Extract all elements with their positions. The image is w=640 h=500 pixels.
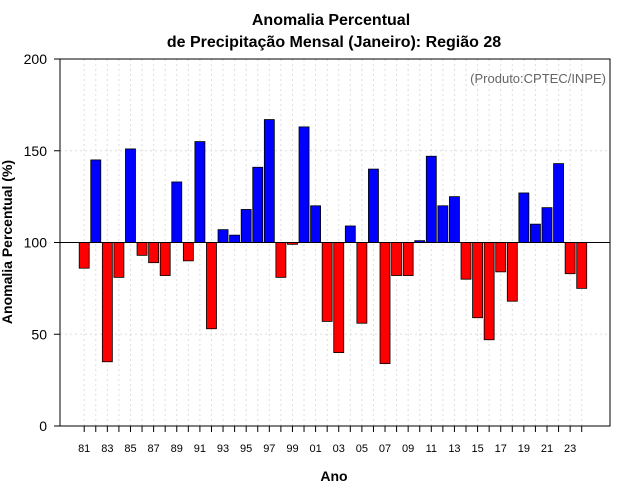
x-tick-label: 85 — [124, 443, 136, 455]
product-annotation: (Produto:CPTEC/INPE) — [470, 71, 606, 86]
bar-23 — [564, 242, 576, 275]
bar-00 — [298, 126, 310, 243]
bar-06 — [368, 168, 379, 243]
x-tick-label: 19 — [518, 443, 530, 455]
bar-09 — [402, 242, 414, 276]
bar-91 — [194, 141, 206, 243]
bar-11 — [425, 155, 437, 243]
x-tick-label: 21 — [541, 443, 553, 455]
x-tick-label: 89 — [171, 443, 183, 455]
bar-13 — [449, 196, 460, 243]
bar-83 — [101, 242, 113, 363]
bar-81 — [78, 242, 90, 269]
bar-07 — [379, 242, 391, 365]
bar-05 — [356, 242, 368, 324]
chart-title-line2: de Precipitação Mensal (Janeiro): Região… — [167, 34, 501, 51]
bar-24 — [576, 242, 588, 289]
bar-16 — [483, 242, 495, 341]
x-tick-label: 23 — [564, 443, 576, 455]
bar-97 — [263, 119, 275, 243]
bar-08 — [391, 242, 402, 276]
x-axis-title: Ano — [320, 468, 347, 484]
x-tick-label: 05 — [356, 443, 368, 455]
bar-95 — [240, 209, 252, 243]
x-tick-label: 13 — [448, 443, 460, 455]
x-tick-label: 01 — [309, 443, 321, 455]
bar-82 — [90, 159, 102, 243]
bar-86 — [136, 242, 148, 256]
y-tick-label: 150 — [24, 143, 48, 159]
bars — [78, 119, 588, 365]
x-axis: 81 83 85 87 89 91 93 95 97 99 01 03 05 07 09 11 13 15 17 19… — [78, 426, 583, 455]
bar-88 — [159, 242, 171, 276]
y-axis-title: Anomalia Percentual (%) — [0, 160, 15, 324]
bar-87 — [148, 242, 160, 264]
bar-90 — [182, 242, 194, 262]
x-tick-label: 99 — [286, 443, 298, 455]
bar-14 — [460, 242, 472, 280]
bar-15 — [472, 242, 483, 319]
bar-02 — [321, 242, 333, 322]
x-tick-label: 91 — [194, 443, 206, 455]
bar-03 — [333, 242, 345, 353]
bar-12 — [437, 205, 449, 243]
y-axis: 0 50 100 150 200 — [24, 51, 60, 434]
bar-21 — [541, 207, 553, 243]
bar-92 — [206, 242, 217, 330]
y-tick-label: 200 — [24, 51, 48, 67]
x-tick-label: 83 — [101, 443, 113, 455]
bar-22 — [553, 163, 564, 243]
bar-18 — [506, 242, 518, 302]
bar-04 — [344, 225, 356, 243]
y-tick-label: 100 — [24, 235, 48, 251]
x-tick-label: 93 — [217, 443, 229, 455]
y-tick-label: 50 — [31, 326, 47, 342]
y-tick-label: 0 — [39, 418, 47, 434]
x-tick-label: 87 — [147, 443, 159, 455]
bar-89 — [171, 181, 183, 243]
x-tick-label: 97 — [263, 443, 275, 455]
x-tick-label: 95 — [240, 443, 252, 455]
bar-98 — [275, 242, 287, 278]
bar-96 — [252, 166, 264, 243]
bar-93 — [217, 229, 229, 243]
x-tick-label: 81 — [78, 443, 90, 455]
bar-17 — [495, 242, 507, 273]
bar-84 — [113, 242, 125, 278]
x-tick-label: 03 — [333, 443, 345, 455]
bar-01 — [310, 205, 322, 243]
bar-94 — [229, 234, 241, 243]
x-tick-label: 09 — [402, 443, 414, 455]
bar-20 — [530, 223, 541, 243]
chart-title-line1: Anomalia Percentual — [252, 12, 410, 29]
x-tick-label: 11 — [426, 443, 437, 455]
grid-lines — [60, 59, 610, 426]
x-tick-label: 15 — [471, 443, 483, 455]
bar-85 — [125, 148, 136, 243]
x-tick-label: 07 — [379, 443, 391, 455]
bar-19 — [518, 192, 530, 243]
x-tick-label: 17 — [495, 443, 507, 455]
